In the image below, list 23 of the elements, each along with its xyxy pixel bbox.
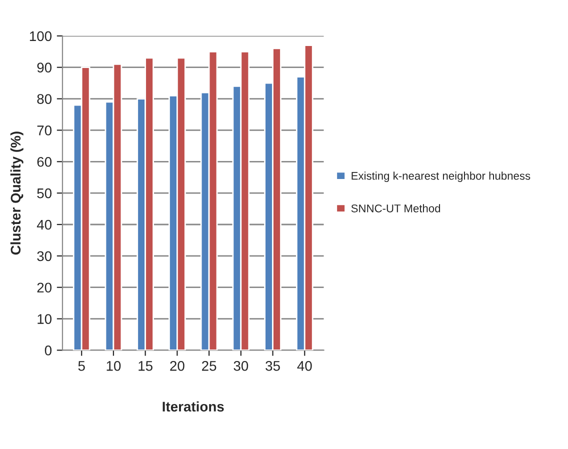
x-tick-label: 25	[202, 361, 216, 371]
y-tick-label: 10	[38, 314, 52, 324]
x-tick-label: 20	[170, 361, 184, 371]
y-tick-label: 50	[37, 188, 52, 198]
x-tick-label: 40	[297, 361, 312, 371]
x-axis-title: Iterations	[162, 401, 224, 412]
x-tick-label: 35	[266, 361, 280, 371]
legend-label: SNNC-UT Method	[351, 204, 440, 212]
x-tick-label: 15	[138, 361, 152, 371]
y-tick-label: 100	[30, 31, 52, 42]
y-axis-title: Cluster Quality (%)	[10, 132, 24, 255]
y-tick-label: 0	[44, 346, 52, 356]
legend-label: Existing k-nearest neighbor hubness	[352, 172, 530, 182]
y-tick-label: 30	[37, 251, 52, 262]
y-tick-label: 60	[37, 156, 52, 167]
y-tick-label: 20	[37, 282, 52, 293]
y-tick-label: 90	[37, 62, 52, 73]
y-tick-label: 70	[37, 126, 52, 136]
x-tick-label: 5	[78, 361, 85, 371]
y-tick-label: 80	[37, 94, 52, 104]
x-tick-label: 10	[106, 361, 121, 371]
y-tick-label: 40	[36, 220, 52, 230]
x-tick-label: 30	[234, 361, 248, 371]
